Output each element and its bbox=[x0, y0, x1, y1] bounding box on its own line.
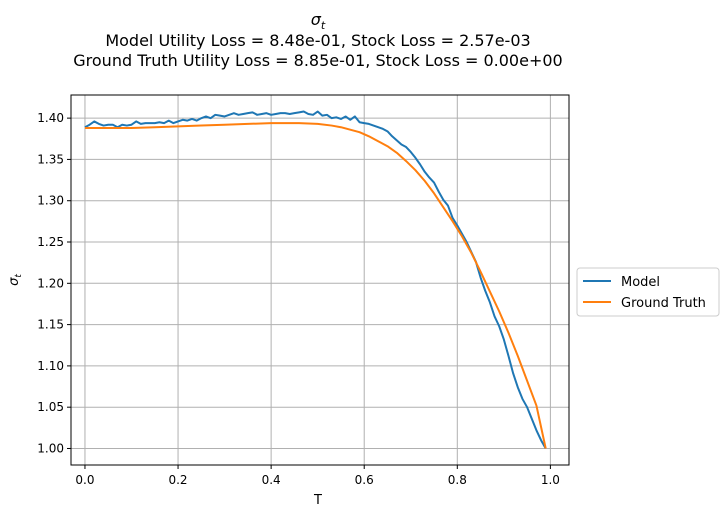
legend-label-model: Model bbox=[621, 275, 660, 290]
chart-title-line-3: Ground Truth Utility Loss = 8.85e-01, St… bbox=[73, 51, 562, 70]
x-tick-label: 0.0 bbox=[75, 473, 94, 487]
y-axis-ticks: 1.00 1.05 1.10 1.15 1.20 1.25 1.30 1.35 1.40 bbox=[37, 111, 71, 455]
axes-frame bbox=[70, 94, 570, 466]
y-tick-label: 1.05 bbox=[37, 400, 64, 414]
x-tick-label: 0.6 bbox=[355, 473, 374, 487]
x-tick-label: 0.8 bbox=[448, 473, 467, 487]
series-layer bbox=[84, 110, 547, 449]
chart-title-line-1: σt bbox=[311, 10, 326, 32]
y-axis-label: σt bbox=[7, 274, 24, 286]
x-axis-ticks: 0.0 0.2 0.4 0.6 0.8 1.0 bbox=[75, 465, 560, 487]
x-tick-label: 1.0 bbox=[541, 473, 560, 487]
y-tick-label: 1.40 bbox=[37, 111, 64, 125]
x-tick-label: 0.4 bbox=[262, 473, 281, 487]
y-tick-label: 1.10 bbox=[37, 359, 64, 373]
y-tick-label: 1.00 bbox=[37, 441, 64, 455]
y-tick-label: 1.25 bbox=[37, 235, 64, 249]
legend-label-ground-truth: Ground Truth bbox=[621, 296, 706, 311]
y-tick-label: 1.15 bbox=[37, 318, 64, 332]
y-tick-label: 1.35 bbox=[37, 152, 64, 166]
series-line-ground-truth bbox=[84, 122, 547, 449]
x-axis-label: T bbox=[313, 493, 322, 508]
y-tick-label: 1.20 bbox=[37, 276, 64, 290]
grid-lines bbox=[71, 95, 569, 465]
legend: Model Ground Truth bbox=[576, 267, 720, 317]
legend-box bbox=[576, 267, 720, 317]
chart-title-line-2: Model Utility Loss = 8.48e-01, Stock Los… bbox=[105, 31, 530, 50]
x-tick-label: 0.2 bbox=[168, 473, 187, 487]
y-tick-label: 1.30 bbox=[37, 194, 64, 208]
